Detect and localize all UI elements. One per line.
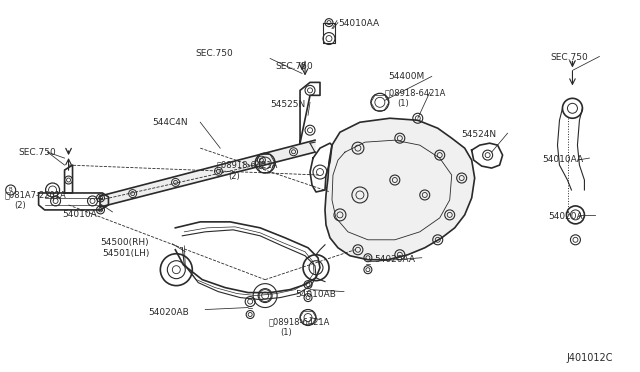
Text: 544C4N: 544C4N bbox=[152, 118, 188, 127]
Text: SEC.750: SEC.750 bbox=[19, 148, 56, 157]
Text: 54501(LH): 54501(LH) bbox=[102, 249, 150, 258]
Polygon shape bbox=[325, 118, 475, 260]
Text: (2): (2) bbox=[228, 172, 240, 181]
Text: SEC.750: SEC.750 bbox=[275, 62, 313, 71]
Text: J401012C: J401012C bbox=[566, 353, 613, 363]
Text: 54010A: 54010A bbox=[63, 210, 97, 219]
Text: SEC.750: SEC.750 bbox=[195, 48, 233, 58]
Text: 54010AA: 54010AA bbox=[543, 155, 584, 164]
Text: Ⓑ081A7-2201A: Ⓑ081A7-2201A bbox=[4, 190, 67, 199]
Text: B: B bbox=[9, 187, 13, 192]
Text: 54524N: 54524N bbox=[461, 130, 497, 139]
Text: Ⓝ08918-6421A: Ⓝ08918-6421A bbox=[385, 89, 446, 97]
Text: 54525N: 54525N bbox=[270, 100, 305, 109]
Text: 54020AB: 54020AB bbox=[148, 308, 189, 317]
Text: 54020A: 54020A bbox=[548, 212, 583, 221]
Polygon shape bbox=[100, 140, 315, 207]
Text: (1): (1) bbox=[397, 99, 408, 108]
Text: SEC.750: SEC.750 bbox=[550, 52, 588, 61]
Text: 54020AA: 54020AA bbox=[374, 255, 415, 264]
Text: (2): (2) bbox=[15, 201, 26, 210]
Text: 54010AB: 54010AB bbox=[295, 290, 336, 299]
Text: Ⓝ08918-6421A: Ⓝ08918-6421A bbox=[268, 318, 330, 327]
Text: 54500(RH): 54500(RH) bbox=[100, 238, 149, 247]
Text: (1): (1) bbox=[280, 328, 292, 337]
Text: 54400M: 54400M bbox=[388, 73, 424, 81]
Text: 54010AA: 54010AA bbox=[338, 19, 379, 28]
Text: Ⓝ08918-6421A: Ⓝ08918-6421A bbox=[216, 160, 278, 169]
